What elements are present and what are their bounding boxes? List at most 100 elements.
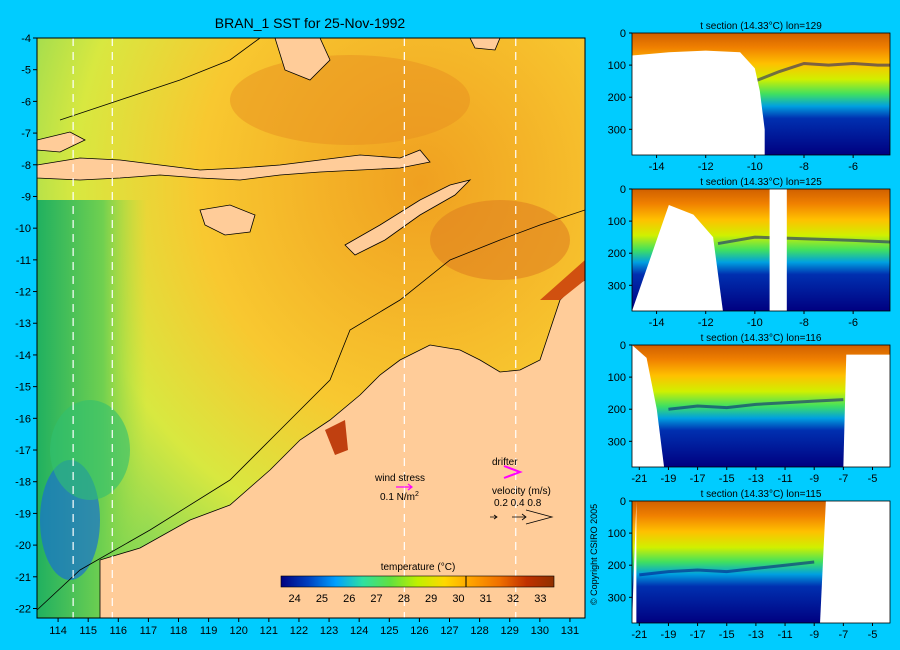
depth-tick-label: 300 (608, 592, 626, 604)
lon-tick-label: 117 (140, 625, 158, 637)
colorbar-tick-label: 24 (289, 593, 301, 605)
lat-tick-label: -17 (15, 445, 31, 457)
section-land-right (820, 501, 890, 623)
lon-tick-label: 115 (79, 625, 97, 637)
section-frame (631, 344, 891, 468)
lat-tick-label: -21 (15, 572, 31, 584)
isobath-line (37, 209, 585, 611)
kimberley-coast-hot (325, 420, 348, 455)
wind-stress-arrow (396, 483, 413, 491)
lat-tick-label: -7 (838, 473, 848, 485)
colorbar-tick-label: 27 (370, 593, 382, 605)
section-title: t section (14.33°C) lon=125 (700, 177, 822, 188)
lat-tick-label: -10 (747, 161, 763, 173)
section-title: t section (14.33°C) lon=116 (701, 333, 822, 344)
map-frame (36, 37, 586, 619)
arnhem-warm-strip (540, 260, 585, 300)
flores-sumba-island (199, 204, 256, 236)
warm-pool-north (230, 55, 470, 145)
colorbar-tick-label: 33 (534, 593, 546, 605)
section-land (632, 205, 723, 311)
lat-tick-label: -16 (15, 413, 31, 425)
lat-tick-label: -5 (868, 473, 878, 485)
lon-tick-label: 119 (200, 625, 218, 637)
lat-tick-label: -21 (631, 473, 647, 485)
lat-tick-label: -12 (15, 287, 31, 299)
section-land-right (843, 354, 890, 467)
lat-tick-label: -13 (15, 318, 31, 330)
small-island-north (469, 38, 501, 51)
colorbar-tick-label: 29 (425, 593, 437, 605)
lon-tick-label: 131 (561, 625, 579, 637)
depth-tick-label: 200 (608, 248, 626, 260)
sulawesi-island (274, 38, 331, 81)
section-frame (631, 188, 891, 312)
lat-tick-label: -4 (21, 33, 31, 45)
section-panel-1: t section (14.33°C) lon=129 0 100 200 300 -14… (608, 21, 891, 173)
lat-tick-label: -15 (719, 629, 735, 641)
depth-tick-label: 100 (608, 528, 626, 540)
section-lines (72, 38, 517, 618)
depth-tick-label: 200 (608, 560, 626, 572)
lon-tick-label: 118 (170, 625, 188, 637)
thermocline-line (639, 560, 815, 577)
depth-tick-label: 0 (620, 340, 626, 352)
lat-tick-label: -14 (649, 317, 665, 329)
depth-tick-label: 200 (608, 404, 626, 416)
lat-tick-label: -7 (838, 629, 848, 641)
lat-tick-label: -15 (719, 473, 735, 485)
figure-title: BRAN_1 SST for 25-Nov-1992 (215, 15, 406, 31)
lat-tick-label: -14 (15, 350, 31, 362)
lat-tick-label: -11 (778, 629, 793, 641)
depth-tick-label: 100 (608, 372, 626, 384)
colorbar-bar (280, 575, 555, 588)
colorbar: temperature (°C) 24 25 26 27 28 29 30 31 32 33 (280, 562, 555, 605)
lon-tick-label: 114 (49, 625, 67, 637)
section-frame (631, 500, 891, 624)
colorbar-title: temperature (°C) (381, 562, 456, 573)
velocity-arrows (490, 509, 554, 525)
lat-tick-label: -9 (21, 191, 31, 203)
section-title: t section (14.33°C) lon=115 (701, 489, 822, 500)
colorbar-tick-label: 31 (480, 593, 492, 605)
timor-island (344, 179, 472, 256)
lon-tick-label: 129 (501, 625, 519, 637)
depth-tick-label: 200 (608, 92, 626, 104)
lat-tick-label: -19 (15, 508, 31, 520)
lon-tick-label: 126 (410, 625, 428, 637)
lon-tick-label: 127 (440, 625, 458, 637)
lat-tick-label: -21 (631, 629, 647, 641)
lat-tick-label: -6 (848, 317, 858, 329)
lat-tick-label: -5 (21, 65, 31, 77)
colorbar-tick-label: 25 (316, 593, 328, 605)
lat-tick-label: -13 (748, 629, 764, 641)
lat-tick-label: -9 (809, 473, 819, 485)
depth-tick-label: 0 (620, 184, 626, 196)
lon-tick-label: 121 (260, 625, 278, 637)
lat-tick-label: -22 (15, 603, 31, 615)
thermocline-line (717, 235, 891, 246)
wind-stress-scale: 0.1 N/m2 (380, 491, 419, 503)
lon-tick-label: 116 (110, 625, 128, 637)
colorbar-tick-label: 30 (452, 593, 464, 605)
lat-tick-label: -20 (15, 540, 31, 552)
sst-map: 114 115 116 117 118 119 120 121 122 123 124 125 126 1… (15, 33, 586, 637)
section-frame (631, 32, 891, 156)
lat-tick-label: -6 (21, 96, 31, 108)
velocity-values: 0.2 0.4 0.8 (494, 498, 542, 509)
map-ticks: 114 115 116 117 118 119 120 121 122 123 124 125 126 1… (15, 33, 579, 637)
section-title: t section (14.33°C) lon=129 (700, 21, 822, 32)
colorbar-ticks: 24 25 26 27 28 29 30 31 32 33 (289, 593, 547, 605)
velocity-label: velocity (m/s) (492, 486, 551, 497)
colorbar-tick-label: 28 (398, 593, 410, 605)
lat-tick-label: -11 (16, 255, 31, 267)
depth-tick-label: 300 (608, 124, 626, 136)
lat-tick-label: -14 (649, 161, 665, 173)
colorbar-tick-label: 32 (507, 593, 519, 605)
lat-tick-label: -7 (21, 128, 31, 140)
map-legend: wind stress 0.1 N/m2 drifter velocity (m… (374, 457, 554, 525)
drifter-arrow-icon (503, 465, 523, 479)
lat-tick-label: -10 (15, 223, 31, 235)
lat-tick-label: -8 (799, 317, 809, 329)
depth-tick-label: 0 (620, 496, 626, 508)
